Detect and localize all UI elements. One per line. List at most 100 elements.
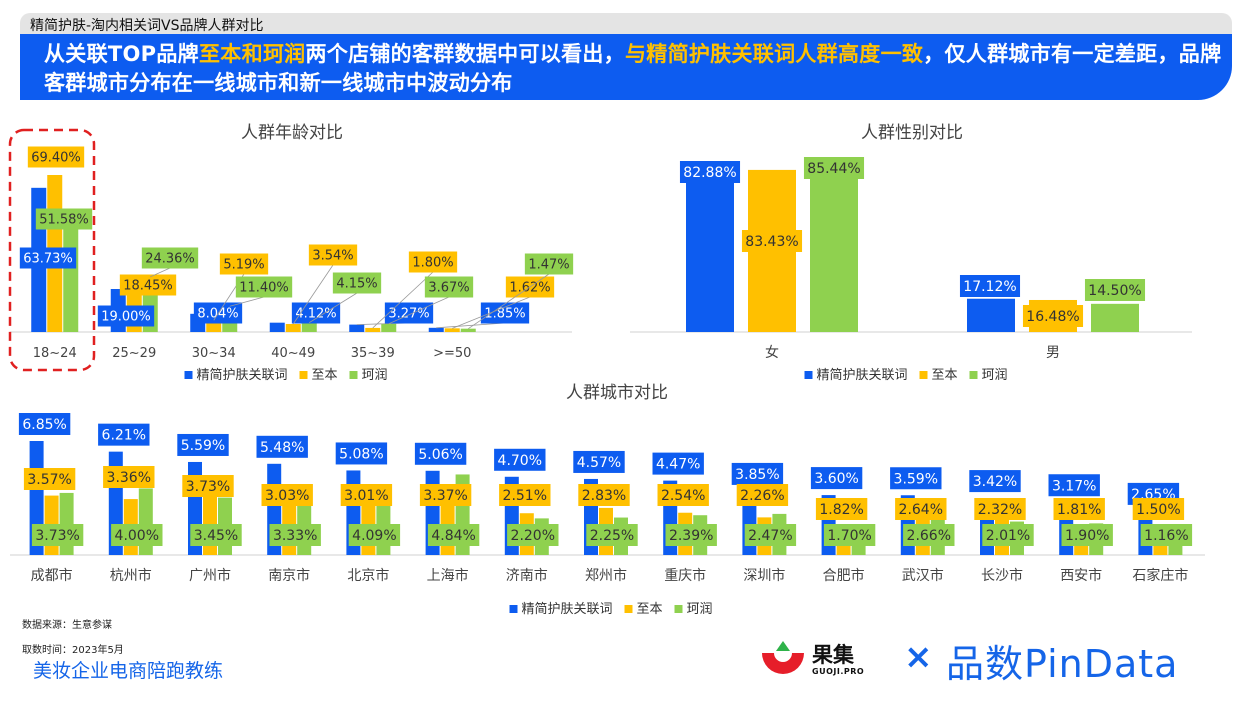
legend-swatch	[349, 371, 358, 379]
leader-line	[292, 264, 334, 325]
chart-title: 人群城市对比	[566, 383, 668, 403]
brand-logos: 果集 GUOJI.PRO × 品数PinData	[760, 635, 1230, 687]
age-tick: 25~29	[112, 346, 156, 361]
city-label-bg	[657, 484, 709, 506]
chart-title: 人群性别对比	[861, 123, 963, 143]
city-label: 3.33%	[273, 528, 317, 544]
age-bar	[460, 328, 476, 332]
gender-label: 17.12%	[963, 279, 1016, 295]
city-label-bg	[1053, 498, 1105, 520]
age-label-bg	[193, 302, 243, 324]
legend-label: 精简护肤关联词	[522, 601, 613, 617]
city-label-bg	[419, 484, 472, 506]
age-tick: >=50	[433, 346, 471, 361]
age-label-bg	[524, 253, 574, 275]
gender-label-bg	[1084, 279, 1146, 301]
city-label-bg	[340, 484, 393, 506]
age-label: 19.00%	[101, 310, 151, 325]
age-label: 4.15%	[336, 277, 377, 292]
city-label: 3.03%	[265, 488, 309, 504]
city-label: 1.70%	[827, 528, 871, 544]
city-label: 3.45%	[194, 528, 238, 544]
legend-label: 至本	[312, 368, 338, 383]
city-label-bg	[810, 467, 863, 490]
footer-coach-link[interactable]: 美妆企业电商陪跑教练	[33, 660, 224, 682]
legend-label: 珂润	[687, 602, 713, 617]
city-label-bg	[182, 475, 234, 497]
age-label: 11.40%	[239, 281, 289, 296]
city-label-bg	[261, 484, 313, 506]
age-label: 1.62%	[509, 281, 550, 296]
gender-bar	[967, 298, 1015, 332]
fetch-time: 取数时间：2023年5月	[22, 645, 124, 656]
city-label: 3.59%	[894, 471, 938, 487]
age-label: 24.36%	[145, 252, 195, 267]
age-label: 5.19%	[223, 258, 264, 273]
city-label-bg	[31, 524, 84, 546]
legend-swatch	[299, 371, 308, 379]
gender-label: 83.43%	[745, 234, 798, 250]
guoji-domain: GUOJI.PRO	[812, 667, 865, 676]
city-label-bg	[823, 524, 876, 546]
headline-segment: 两个店铺的客群数据中可以看出，	[305, 42, 625, 66]
age-label-bg	[332, 272, 382, 294]
leader-line	[150, 267, 171, 278]
legend-label: 精简护肤关联词	[197, 367, 288, 383]
age-label: 63.73%	[23, 252, 73, 267]
city-label-bg	[111, 524, 163, 546]
gender-bar	[686, 170, 734, 332]
city-label-bg	[190, 524, 242, 546]
city-tick: 广州市	[189, 567, 231, 584]
age-label: 51.58%	[39, 213, 89, 228]
city-label-bg	[507, 524, 559, 546]
leader-line	[468, 273, 550, 330]
city-tick: 郑州市	[585, 567, 627, 584]
age-label-bg	[219, 253, 269, 275]
city-label-bg	[98, 423, 150, 446]
section-title: 精简护肤-淘内相关词VS品牌人群对比	[30, 18, 264, 34]
city-label-bg	[744, 524, 797, 546]
city-tick: 杭州市	[110, 567, 152, 584]
age-bar	[63, 215, 79, 332]
age-bar	[428, 327, 444, 332]
legend-swatch	[919, 371, 928, 379]
age-label-bg	[235, 276, 293, 298]
age-label: 3.67%	[428, 281, 469, 296]
age-label-bg	[35, 208, 93, 230]
gender-label-bg	[741, 230, 803, 252]
headline-text: 从关联TOP品牌至本和珂润两个店铺的客群数据中可以看出，与精简护肤关联词人群高度…	[44, 40, 1224, 98]
leader-line	[229, 296, 265, 307]
city-label: 2.26%	[740, 488, 784, 504]
city-label: 4.09%	[352, 528, 396, 544]
city-label: 2.01%	[986, 528, 1030, 544]
city-label: 3.85%	[735, 467, 779, 483]
city-label-bg	[573, 450, 625, 473]
leader-line	[309, 292, 358, 323]
headline-segment: 从关联TOP品牌	[44, 42, 199, 66]
age-label-bg	[27, 146, 85, 168]
city-label: 5.08%	[339, 446, 383, 462]
gender-label: 82.88%	[683, 165, 736, 181]
city-tick: 西安市	[1060, 567, 1102, 584]
age-label: 4.12%	[295, 307, 336, 322]
city-label: 2.64%	[899, 502, 943, 518]
age-label-bg	[141, 247, 199, 269]
legend-swatch	[624, 605, 633, 613]
legend-label: 珂润	[362, 368, 388, 383]
age-tick: 18~24	[33, 346, 77, 361]
headline-banner: 从关联TOP品牌至本和珂润两个店铺的客群数据中可以看出，与精简护肤关联词人群高度…	[20, 34, 1232, 100]
age-label: 1.85%	[484, 307, 525, 322]
city-label-bg	[177, 433, 229, 456]
gender-label-bg	[679, 161, 741, 183]
city-label: 4.47%	[656, 457, 700, 473]
leader-line	[388, 296, 450, 325]
gender-tick: 女	[765, 344, 779, 361]
city-tick: 合肥市	[823, 567, 865, 584]
age-label: 18.45%	[123, 279, 173, 294]
legend-swatch	[969, 371, 978, 379]
city-tick: 上海市	[427, 567, 469, 584]
city-label-bg	[414, 442, 467, 465]
legend-label: 至本	[637, 602, 663, 617]
guoji-logo-icon	[762, 641, 804, 674]
city-label: 3.37%	[423, 488, 467, 504]
